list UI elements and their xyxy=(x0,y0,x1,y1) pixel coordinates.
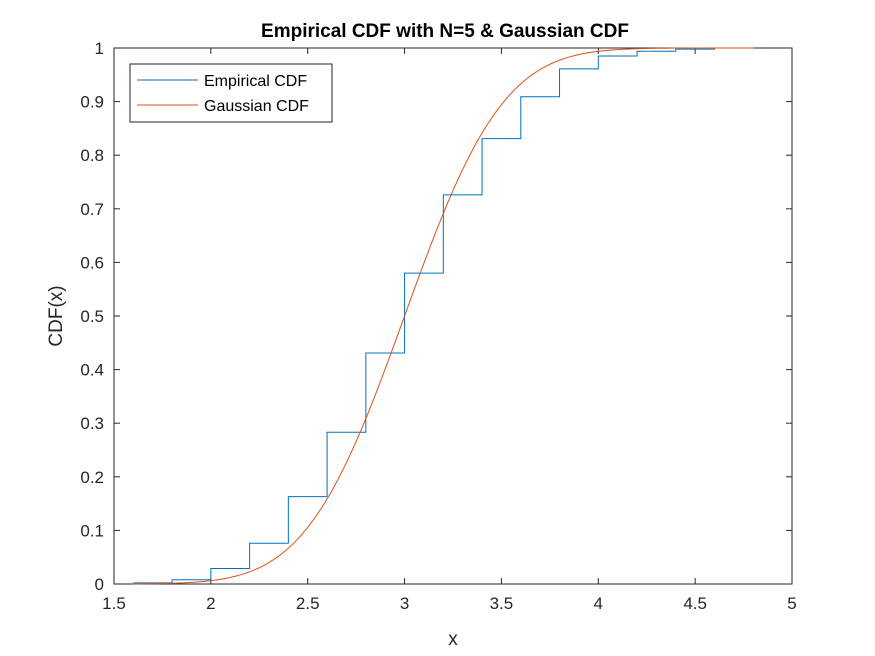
y-tick-label: 0.7 xyxy=(80,200,104,219)
y-tick-label: 0.2 xyxy=(80,468,104,487)
y-tick-label: 0.8 xyxy=(80,146,104,165)
y-axis: 0 0.1 0.2 0.3 0.4 0.5 0.6 0.7 0.8 0.9 1 xyxy=(80,39,792,594)
x-tick-label: 4.5 xyxy=(683,594,707,613)
x-tick-label: 1.5 xyxy=(102,594,126,613)
chart-title: Empirical CDF with N=5 & Gaussian CDF xyxy=(261,21,629,42)
x-tick-label: 4 xyxy=(594,594,603,613)
legend-label-empirical: Empirical CDF xyxy=(204,73,307,90)
y-tick-label: 0.1 xyxy=(80,521,104,540)
y-tick-label: 0.5 xyxy=(80,307,104,326)
y-tick-label: 1 xyxy=(95,39,104,58)
legend-label-gaussian: Gaussian CDF xyxy=(204,98,309,115)
y-tick-label: 0.3 xyxy=(80,414,104,433)
y-tick-label: 0.4 xyxy=(80,361,104,380)
plot-area xyxy=(113,47,793,585)
x-tick-label: 3 xyxy=(400,594,409,613)
series-line-gaussian-cdf xyxy=(133,47,754,585)
y-tick-label: 0.6 xyxy=(80,253,104,272)
y-axis-label: CDF(x) xyxy=(46,285,67,346)
series-layer xyxy=(133,47,754,585)
legend-box xyxy=(129,63,333,123)
x-tick-label: 2.5 xyxy=(296,594,320,613)
y-tick-label: 0 xyxy=(95,575,104,594)
x-axis: 1.5 2 2.5 3 3.5 4 4.5 5 xyxy=(102,48,797,613)
x-tick-label: 2 xyxy=(206,594,215,613)
legend: Empirical CDF Gaussian CDF xyxy=(129,63,333,123)
y-tick-label: 0.9 xyxy=(80,93,104,112)
x-axis-label: x xyxy=(448,629,458,650)
x-tick-label: 5 xyxy=(787,594,796,613)
x-tick-label: 3.5 xyxy=(490,594,514,613)
series-line-empirical-cdf xyxy=(133,47,754,584)
